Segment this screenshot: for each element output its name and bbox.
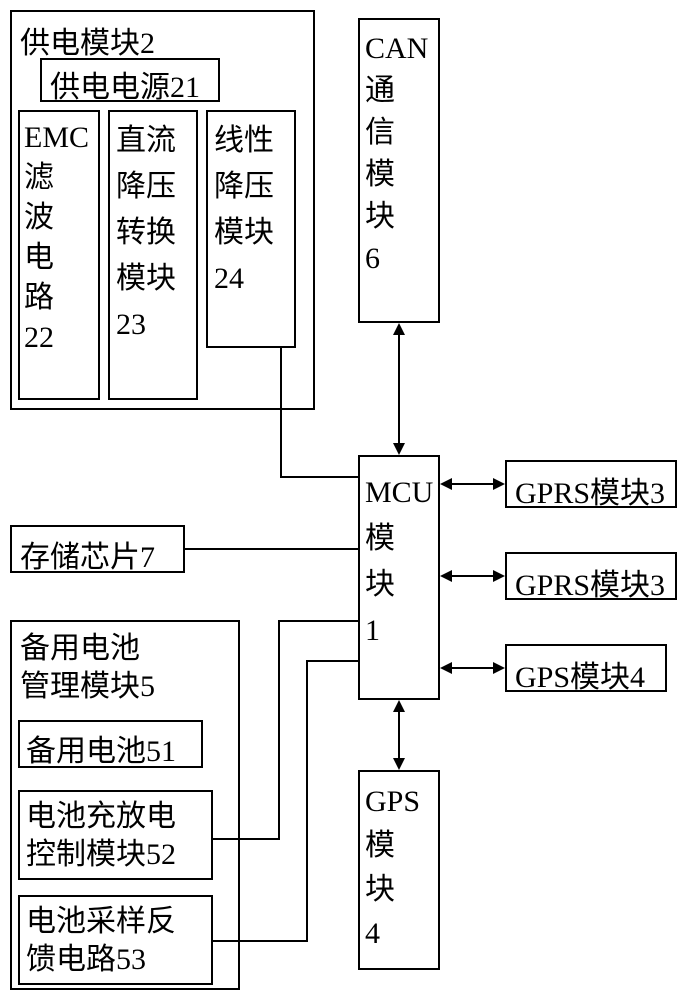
arrow-can-mcu-up (393, 323, 405, 335)
arrow-mcu-gpsb-up (393, 700, 405, 712)
arrow-mcu-gpss-r (493, 662, 505, 674)
conn-mcu-gprs2 (452, 575, 493, 577)
conn-battctrl-h2 (278, 620, 358, 622)
conn-battsamp-h (213, 940, 308, 942)
conn-battctrl-h (213, 838, 280, 840)
arrow-mcu-gpss-l (440, 662, 452, 674)
power-supply-label: 供电电源21 (50, 62, 200, 106)
conn-linear-v (280, 348, 282, 478)
arrow-mcu-gprs2-l (440, 570, 452, 582)
conn-battsamp-h2 (306, 660, 358, 662)
batt-mgmt-label: 备用电池 管理模块5 (20, 630, 155, 706)
batt-label: 备用电池51 (26, 726, 176, 770)
arrow-mcu-gprs2-r (493, 570, 505, 582)
arrow-mcu-gpsb-down (393, 758, 405, 770)
batt-ctrl-label: 电池充放电 控制模块52 (26, 798, 176, 874)
conn-can-mcu (398, 335, 400, 443)
arrow-can-mcu-down (393, 443, 405, 455)
conn-mcu-gpsb (398, 712, 400, 758)
linear-buck-label: 线性 降压 模块 24 (214, 118, 274, 302)
conn-battsamp-v (306, 660, 308, 942)
conn-linear-h (280, 476, 358, 478)
conn-mcu-gprs1 (452, 483, 493, 485)
gps-bottom-label: GPS 模 块 4 (365, 780, 420, 956)
diagram-canvas: 供电模块2 供电电源21 EMC 滤 波 电 路 22 直流 降压 转换 模块 … (0, 0, 693, 1000)
gprs1-label: GPRS模块3 (515, 468, 665, 512)
conn-storage-mcu (185, 548, 358, 550)
batt-sample-label: 电池采样反 馈电路53 (26, 903, 176, 979)
emc-filter-label: EMC 滤 波 电 路 22 (24, 118, 89, 358)
storage-label: 存储芯片7 (20, 532, 155, 576)
can-comm-label: CAN 通 信 模 块 6 (365, 28, 428, 280)
conn-battctrl-v (278, 620, 280, 840)
arrow-mcu-gprs1-r (493, 478, 505, 490)
power-module-label: 供电模块2 (20, 18, 155, 62)
gps-side-label: GPS模块4 (515, 652, 645, 696)
conn-mcu-gpss (452, 667, 493, 669)
mcu-label: MCU 模 块 1 (365, 470, 433, 654)
arrow-mcu-gprs1-l (440, 478, 452, 490)
gprs2-label: GPRS模块3 (515, 560, 665, 604)
dc-buck-label: 直流 降压 转换 模块 23 (116, 118, 176, 348)
